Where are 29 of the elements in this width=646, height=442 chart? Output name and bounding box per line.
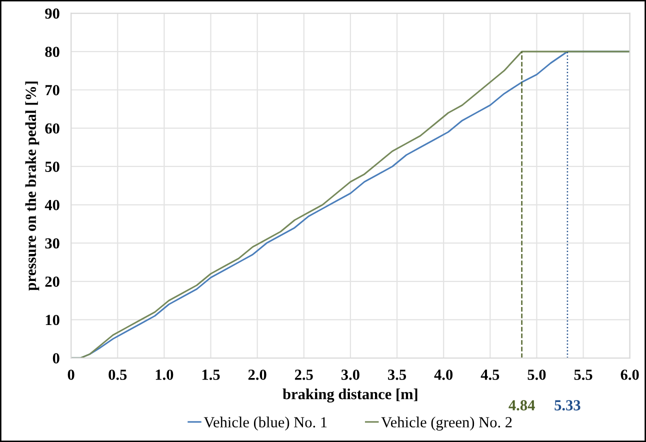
- x-tick-label: 4.5: [480, 370, 500, 380]
- x-tick-label: 5.5: [574, 370, 592, 380]
- x-axis-title: braking distance [m]: [282, 388, 418, 403]
- x-tick-label: 1.0: [156, 370, 174, 380]
- x-tick-label: 4.0: [434, 370, 453, 380]
- y-tick-label: 80: [45, 46, 60, 58]
- x-tick-label: 0: [68, 370, 74, 380]
- x-tick-label: 2.5: [294, 370, 313, 380]
- y-axis-title: pressure on the brake pedal [%]: [25, 82, 40, 291]
- ref-line-label: 5.33: [554, 400, 580, 411]
- y-tick-label: 90: [45, 8, 60, 19]
- ref-line-label: 4.84: [508, 400, 535, 411]
- x-tick-label: 1.5: [202, 370, 220, 380]
- x-tick-label: 5.0: [528, 370, 546, 380]
- x-tick-label: 0.5: [108, 370, 127, 380]
- y-tick-label: 20: [45, 276, 60, 287]
- y-tick-label: 10: [46, 314, 60, 326]
- x-tick-label: 6.0: [620, 370, 639, 380]
- x-tick-label: 3.5: [388, 370, 406, 380]
- y-tick-label: 70: [46, 85, 60, 96]
- x-tick-label: 3.0: [341, 370, 360, 380]
- legend-label: Vehicle (green) No. 2: [381, 416, 512, 431]
- y-tick-label: 40: [44, 200, 60, 210]
- y-tick-label: 60: [45, 123, 60, 134]
- legend-label: Vehicle (blue) No. 1: [204, 416, 327, 431]
- y-tick-label: 30: [45, 238, 60, 249]
- y-tick-label: 50: [45, 162, 60, 172]
- y-tick-label: 0: [52, 353, 60, 364]
- x-tick-label: 2.0: [248, 370, 266, 380]
